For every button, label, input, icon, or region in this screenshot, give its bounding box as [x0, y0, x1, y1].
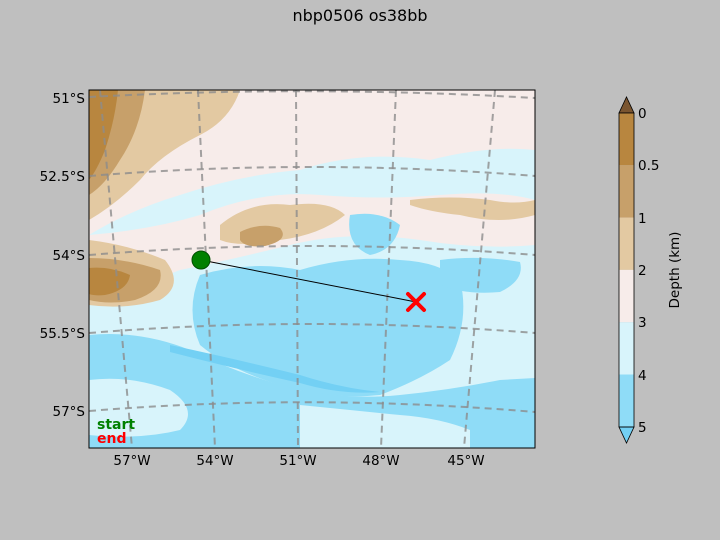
colorbar-segment	[619, 113, 634, 166]
lat-tick-label: 57°S	[53, 404, 86, 420]
parallel-52-5s	[89, 166, 535, 177]
colorbar: 0 0.5 1 2 3 4 5 Depth (km)	[618, 96, 683, 444]
graticule	[89, 90, 535, 448]
colorbar-tick: 3	[638, 315, 647, 331]
colorbar-tick: 0	[638, 106, 647, 122]
parallel-57s	[89, 401, 535, 413]
legend-start: start	[97, 417, 135, 433]
colorbar-tick: 1	[638, 211, 647, 227]
page-title: nbp0506 os38bb	[292, 6, 428, 25]
start-marker	[191, 250, 211, 270]
lat-tick-label: 51°S	[53, 91, 86, 107]
depth-05-1km-ridge	[240, 225, 283, 247]
colorbar-tick: 0.5	[638, 158, 659, 174]
colorbar-under-arrow	[618, 426, 635, 444]
map-frame	[88, 89, 536, 449]
colorbar-label: Depth (km)	[667, 232, 683, 309]
depth-4-5km-northeast	[349, 213, 400, 255]
colorbar-tick: 5	[638, 420, 647, 436]
colorbar-frame	[618, 112, 635, 428]
trench-streak	[170, 345, 380, 393]
lat-tick-label: 52.5°S	[40, 169, 85, 185]
lon-tick-labels: 57°W 54°W 51°W 48°W 45°W	[113, 453, 484, 469]
colorbar-segment	[619, 322, 634, 375]
ship-track	[200, 259, 417, 303]
legend-end: end	[97, 431, 126, 447]
colorbar-tick: 2	[638, 263, 647, 279]
lon-tick-label: 51°W	[279, 453, 316, 469]
colorbar-segment	[619, 217, 634, 270]
lat-tick-labels: 51°S 52.5°S 54°S 55.5°S 57°S	[40, 91, 85, 420]
depth-4-5km-east	[440, 257, 521, 293]
lon-tick-label: 57°W	[113, 453, 150, 469]
lon-tick-label: 45°W	[447, 453, 484, 469]
depth-4-5km-central	[192, 258, 464, 397]
lat-tick-label: 54°S	[53, 248, 86, 264]
colorbar-segment	[619, 165, 634, 218]
depth-3-4km-patch-2	[300, 405, 470, 448]
end-marker	[406, 292, 426, 312]
parallel-54s	[89, 245, 535, 256]
lon-tick-label: 48°W	[362, 453, 399, 469]
depth-2-3km-band	[89, 193, 535, 300]
colorbar-segment	[619, 269, 634, 323]
depth-1-2km-east	[410, 197, 535, 220]
parallel-55-5s	[89, 323, 535, 334]
colorbar-over-arrow	[618, 96, 635, 114]
colorbar-tick: 4	[638, 368, 647, 384]
depth-0-05km-west	[89, 267, 130, 296]
lon-tick-label: 54°W	[196, 453, 233, 469]
parallel-51s	[89, 90, 535, 99]
map-panel: start end	[89, 90, 535, 448]
depth-0-05km-north	[89, 90, 118, 180]
colorbar-segment	[619, 374, 634, 427]
lat-tick-label: 55.5°S	[40, 326, 85, 342]
